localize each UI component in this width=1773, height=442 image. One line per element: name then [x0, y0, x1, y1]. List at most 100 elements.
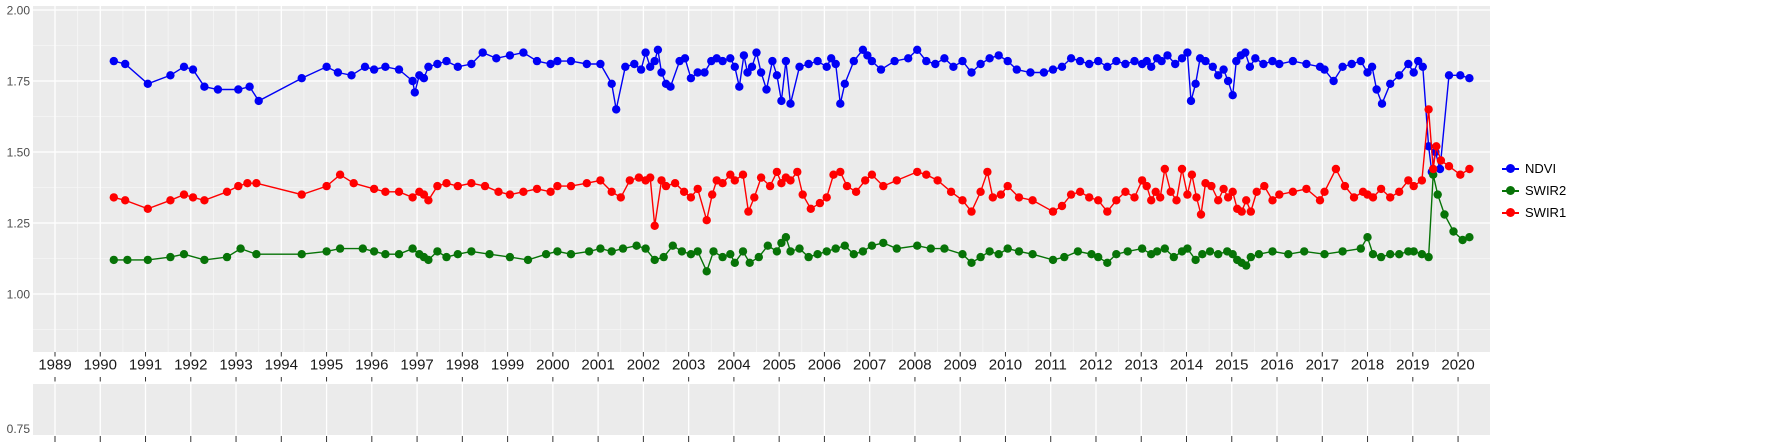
- data-point: [213, 85, 223, 94]
- data-point: [1112, 196, 1121, 205]
- data-point: [804, 252, 813, 262]
- data-point: [1260, 181, 1269, 191]
- data-point: [1395, 187, 1404, 196]
- x-axis-year-label: 1993: [219, 357, 252, 374]
- data-point: [322, 62, 331, 71]
- data-point: [793, 167, 802, 177]
- data-point: [786, 99, 795, 108]
- data-point: [1245, 62, 1255, 71]
- data-point: [976, 187, 985, 196]
- data-point: [234, 181, 243, 191]
- data-point: [584, 247, 594, 256]
- data-point: [566, 56, 576, 66]
- data-point: [1171, 59, 1180, 69]
- data-point: [442, 179, 451, 188]
- data-point: [505, 51, 515, 60]
- data-point: [795, 244, 804, 253]
- data-point: [1288, 187, 1298, 196]
- data-point: [1275, 59, 1284, 69]
- data-point: [222, 187, 232, 196]
- data-point: [1331, 164, 1341, 174]
- data-point: [781, 233, 791, 242]
- data-point: [786, 176, 795, 185]
- data-point: [394, 187, 404, 196]
- data-point: [763, 241, 772, 250]
- data-point: [744, 207, 753, 216]
- data-point: [926, 244, 935, 253]
- data-point: [1137, 244, 1147, 253]
- data-point: [485, 250, 494, 259]
- data-point: [335, 170, 345, 179]
- data-point: [442, 252, 451, 262]
- data-point: [1157, 56, 1166, 66]
- data-point: [892, 244, 901, 253]
- data-point: [1356, 244, 1366, 253]
- series-line: [113, 174, 1470, 274]
- data-point: [243, 179, 252, 188]
- data-point: [1166, 187, 1175, 196]
- data-point: [765, 181, 775, 191]
- data-point: [1201, 56, 1210, 66]
- data-point: [453, 250, 462, 259]
- data-point: [109, 193, 119, 202]
- x-axis-year-label: 1989: [38, 357, 71, 374]
- data-point: [1039, 68, 1049, 77]
- data-point: [1214, 71, 1223, 80]
- data-point: [1386, 79, 1395, 89]
- data-point: [1066, 54, 1076, 63]
- data-point: [297, 190, 306, 199]
- x-axis-year-label: 2010: [989, 357, 1022, 374]
- data-point: [245, 82, 254, 91]
- data-point: [752, 48, 761, 57]
- data-point: [1300, 247, 1309, 256]
- data-point: [756, 68, 766, 77]
- data-point: [1254, 250, 1264, 259]
- data-point: [1338, 62, 1347, 71]
- data-point: [922, 170, 931, 179]
- data-point: [1103, 258, 1112, 267]
- data-point: [322, 247, 331, 256]
- data-point: [798, 190, 807, 199]
- data-point: [756, 173, 766, 182]
- series-SWIR2: [109, 170, 1474, 276]
- data-point: [1418, 62, 1428, 71]
- data-point: [1409, 68, 1418, 77]
- data-point: [1228, 250, 1237, 259]
- x-axis-year-label: 2009: [944, 357, 977, 374]
- data-point: [933, 176, 942, 185]
- data-point: [762, 85, 771, 94]
- data-point: [1223, 193, 1233, 202]
- data-point: [109, 56, 119, 66]
- legend-key-ndvi: [1502, 160, 1519, 177]
- data-point: [641, 244, 650, 253]
- data-point: [424, 255, 433, 265]
- data-point: [849, 250, 858, 259]
- x-axis-year-label: 1995: [310, 357, 343, 374]
- x-axis-year-label: 1998: [446, 357, 479, 374]
- data-point: [252, 179, 261, 188]
- x-axis-year-label: 2011: [1035, 357, 1067, 374]
- data-point: [806, 204, 815, 213]
- data-point: [607, 79, 616, 89]
- data-point: [693, 68, 702, 77]
- data-point: [867, 170, 877, 179]
- data-point: [234, 85, 243, 94]
- data-point: [630, 59, 639, 69]
- x-axis-year-label: 2007: [853, 357, 886, 374]
- data-point: [1057, 62, 1067, 71]
- data-point: [1367, 62, 1377, 71]
- x-axis-year-label: 2005: [762, 357, 795, 374]
- data-point: [1417, 176, 1427, 185]
- data-point: [1242, 261, 1251, 270]
- data-point: [1444, 162, 1454, 171]
- data-point: [109, 255, 119, 265]
- x-axis-year-label: 2006: [808, 357, 841, 374]
- data-point: [913, 241, 922, 250]
- data-point: [166, 71, 175, 80]
- plot-panel-partial: [33, 384, 1490, 435]
- data-point: [650, 255, 659, 265]
- data-point: [410, 88, 419, 97]
- data-point: [858, 45, 868, 54]
- data-point: [1440, 210, 1449, 219]
- data-point: [772, 71, 782, 80]
